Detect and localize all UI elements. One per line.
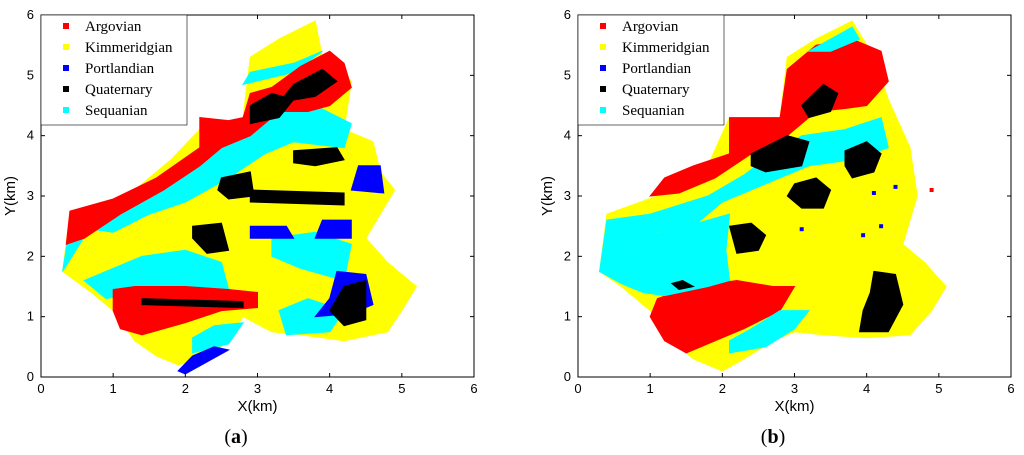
region-quaternary-8 [750, 135, 810, 173]
y-tick-label: 2 [564, 248, 571, 263]
panel-letter: b [767, 426, 778, 448]
region-quaternary-18 [249, 189, 345, 206]
y-tick-label: 6 [564, 7, 571, 22]
legend-label-kimmeridgian: Kimmeridgian [622, 40, 710, 56]
region-quaternary-9 [844, 141, 882, 179]
y-tick-label: 4 [564, 128, 571, 143]
panel-caption: (b) [761, 426, 785, 448]
legend-marker-quaternary [600, 86, 606, 92]
legend-marker-quaternary [63, 86, 69, 92]
region-quaternary-21 [329, 279, 367, 327]
region-quaternary-7 [801, 83, 839, 119]
legend-label-argovian: Argovian [85, 19, 142, 35]
legend-label-sequanian: Sequanian [85, 103, 148, 119]
legend-marker-kimmeridgian [63, 44, 69, 50]
legend-label-quaternary: Quaternary [622, 82, 690, 98]
x-tick-label: 5 [935, 381, 942, 396]
region-sequanian-4 [598, 213, 731, 297]
y-axis-label: Y(km) [2, 176, 19, 216]
y-tick-label: 6 [27, 7, 34, 22]
region-sequanian-5 [729, 310, 810, 354]
legend-marker-argovian [600, 23, 606, 29]
x-axis-label: X(km) [775, 398, 815, 415]
point-portlandian-0 [871, 191, 876, 195]
region-sequanian-6 [192, 322, 245, 354]
region-portlandian-9 [350, 165, 385, 194]
x-tick-label: 5 [398, 381, 405, 396]
legend-label-sequanian: Sequanian [622, 103, 685, 119]
x-tick-label: 6 [1007, 381, 1014, 396]
region-quaternary-12 [858, 270, 904, 333]
region-quaternary-17 [217, 171, 255, 200]
x-axis-label: X(km) [238, 398, 278, 415]
point-portlandian-2 [799, 227, 804, 232]
panel-caption: (a) [224, 426, 247, 448]
y-tick-label: 5 [27, 67, 34, 82]
legend-marker-portlandian [63, 65, 69, 71]
x-tick-label: 3 [254, 381, 261, 396]
region-argovian-2 [649, 279, 796, 354]
x-tick-label: 4 [326, 381, 333, 396]
chart-panel-b: 0 1 2 3 4 5 6 0 1 2 3 4 5 6 X(km) Y(km) Argovian Kimmerid… [539, 7, 1015, 448]
y-axis-label: Y(km) [539, 176, 556, 216]
legend-marker-argovian [63, 23, 69, 29]
y-tick-label: 1 [27, 309, 34, 324]
x-tick-label: 6 [470, 381, 477, 396]
x-tick-label: 2 [719, 381, 726, 396]
region-portlandian-10 [249, 225, 295, 239]
region-sequanian-5 [242, 50, 323, 86]
region-portlandian-11 [314, 219, 352, 239]
legend-label-portlandian: Portlandian [85, 61, 155, 77]
point-portlandian-4 [879, 224, 884, 229]
region-quaternary-15 [249, 92, 295, 125]
legend-marker-sequanian [63, 107, 69, 113]
region-quaternary-11 [728, 222, 767, 254]
x-tick-label: 1 [110, 381, 117, 396]
y-tick-label: 3 [564, 188, 571, 203]
point-portlandian-1 [893, 184, 898, 189]
region-quaternary-14 [277, 68, 338, 104]
region-quaternary-13 [670, 279, 695, 291]
legend-label-argovian: Argovian [622, 19, 679, 35]
legend-label-portlandian: Portlandian [622, 61, 692, 77]
y-tick-label: 0 [564, 369, 571, 384]
x-tick-label: 1 [647, 381, 654, 396]
chart-panel-a: 0 1 2 3 4 5 6 0 1 2 3 4 5 6 X(km) Y(km) Argovian Kimmerid… [2, 7, 478, 448]
y-tick-label: 5 [564, 67, 571, 82]
y-tick-label: 4 [27, 128, 34, 143]
legend-label-kimmeridgian: Kimmeridgian [85, 40, 173, 56]
panel-letter: a [231, 426, 241, 448]
y-tick-label: 1 [564, 309, 571, 324]
region-sequanian-6 [806, 26, 861, 52]
point-portlandian-3 [861, 233, 866, 238]
legend-marker-sequanian [600, 107, 606, 113]
legend-marker-kimmeridgian [600, 44, 606, 50]
x-tick-label: 0 [37, 381, 44, 396]
x-tick-label: 0 [574, 381, 581, 396]
x-tick-label: 3 [791, 381, 798, 396]
y-tick-label: 3 [27, 188, 34, 203]
y-tick-label: 2 [27, 248, 34, 263]
region-quaternary-10 [786, 177, 832, 209]
region-quaternary-16 [293, 147, 345, 167]
x-tick-label: 2 [182, 381, 189, 396]
region-quaternary-20 [141, 298, 244, 309]
region-quaternary-19 [192, 222, 230, 254]
point-argovian-5 [929, 188, 934, 192]
x-tick-label: 4 [863, 381, 870, 396]
legend-label-quaternary: Quaternary [85, 82, 153, 98]
legend-marker-portlandian [600, 65, 606, 71]
y-tick-label: 0 [27, 369, 34, 384]
